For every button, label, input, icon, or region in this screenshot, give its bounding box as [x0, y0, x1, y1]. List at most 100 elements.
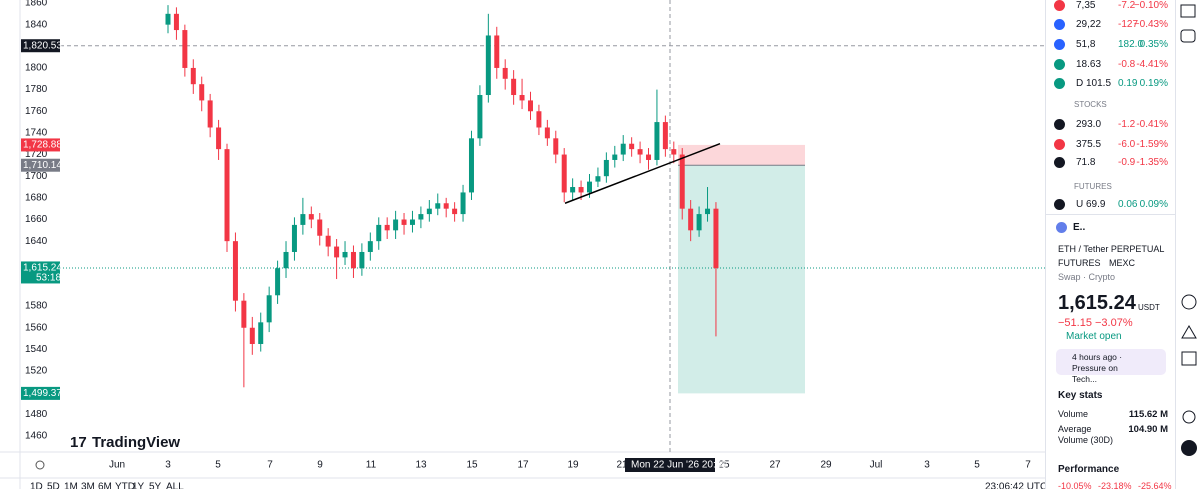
section: STOCKS [1074, 100, 1107, 109]
range-button[interactable]: 5Y [149, 482, 162, 489]
change: -0.9 [1118, 157, 1136, 168]
x-tick-label: 3 [924, 460, 930, 471]
brand: TradingView [92, 434, 180, 451]
range-button[interactable]: 5D [47, 482, 60, 489]
change-pct: −0.10% [1133, 0, 1168, 11]
range-button[interactable]: 3M [81, 482, 95, 489]
price: 29,22 [1076, 19, 1102, 30]
price: 375.5 [1076, 139, 1102, 150]
change-pct: 0.09% [1139, 199, 1168, 210]
y-tick-label: 1680 [25, 192, 48, 203]
candle-body [595, 176, 601, 182]
settings-icon[interactable] [35, 460, 45, 470]
x-tick-label: 25 [718, 460, 730, 471]
symbol-icon [1054, 0, 1065, 11]
candle-body [435, 203, 441, 209]
range-button[interactable]: YTD [115, 482, 135, 489]
candle-body [409, 219, 415, 225]
stat-value: 115.62 M [1128, 409, 1168, 420]
y-tick-label: 1740 [25, 128, 48, 139]
candle-body [207, 100, 213, 128]
icon[interactable] [1180, 29, 1196, 43]
candle-body [502, 67, 508, 79]
x-tick-label: 9 [317, 460, 323, 471]
detail-currency: USDT [1138, 303, 1160, 312]
candle-body [612, 154, 618, 160]
candle-body [637, 149, 643, 155]
price-badge-label: 1,820.53 [23, 40, 62, 51]
x-tick-label: 15 [466, 460, 478, 471]
candle-body [519, 95, 525, 101]
candle-body [620, 143, 626, 155]
candle-body [367, 241, 373, 252]
candle-body [426, 208, 432, 215]
icon[interactable] [1180, 4, 1196, 18]
change: -0.8 [1118, 59, 1136, 70]
candle-body [283, 251, 289, 269]
candle-body [477, 95, 483, 139]
y-tick-label: 1460 [25, 431, 48, 442]
candle-body [511, 78, 517, 96]
time-badge [625, 458, 715, 472]
candle-body [688, 208, 694, 231]
change-pct: -1.35% [1136, 157, 1168, 168]
change-pct: −0.43% [1133, 19, 1168, 30]
y-tick-label: 1580 [25, 301, 48, 312]
x-tick-label: 5 [974, 460, 980, 471]
candle-body [629, 143, 635, 150]
change-pct: -1.59% [1136, 139, 1168, 150]
candle-body [266, 295, 272, 323]
range-button[interactable]: 1Y [132, 482, 145, 489]
price-badge [21, 158, 60, 172]
section: FUTURES [1074, 182, 1112, 191]
candle-body [654, 122, 660, 160]
icon[interactable] [1181, 440, 1197, 456]
range-button[interactable]: ALL [166, 482, 184, 489]
range-button[interactable]: 1D [30, 482, 43, 489]
icon[interactable] [1181, 325, 1197, 339]
change-pct: -0.41% [1136, 119, 1168, 130]
candle-body [527, 100, 533, 112]
stat-value: 104.90 M [1128, 424, 1168, 435]
candle-body [308, 214, 314, 220]
chart: TradingView 17 1860184018001780176017401… [0, 0, 1045, 489]
x-tick-label: 27 [769, 460, 781, 471]
perf-cell: -25.64% [1138, 481, 1172, 491]
symbol-icon [1054, 59, 1065, 70]
candle-body [258, 322, 264, 344]
candle-body [561, 154, 567, 193]
price-badge-label: 1,615.24 [23, 263, 62, 274]
icon[interactable] [1182, 410, 1196, 424]
y-tick-label: 1660 [25, 214, 48, 225]
candle-body [182, 30, 188, 68]
candle-body [705, 208, 711, 215]
change: -127 [1118, 19, 1139, 30]
change: 0.19 [1118, 78, 1138, 89]
rail-icons [1180, 4, 1197, 456]
candle-body [671, 149, 677, 155]
candle-body [587, 181, 592, 193]
y-tick-label: 1540 [25, 344, 48, 355]
y-tick-label: 1640 [25, 236, 48, 247]
x-tick-label: 3 [165, 460, 171, 471]
range-button[interactable]: 1M [64, 482, 78, 489]
price-badge [21, 138, 60, 152]
candle-body [536, 111, 542, 128]
candle-body [662, 122, 668, 150]
y-tick-label: 1520 [25, 366, 48, 377]
candle-body [317, 219, 323, 236]
brand-logo: 17 [70, 434, 87, 451]
candle-body [224, 149, 230, 242]
y-tick-label: 1760 [25, 106, 48, 117]
candle-body [325, 235, 331, 247]
icon[interactable] [1181, 351, 1197, 366]
change-pct: 0.19% [1139, 78, 1168, 89]
change: 0.06 [1118, 199, 1138, 210]
news-box [1056, 349, 1166, 375]
candle-body [384, 224, 390, 231]
range-button[interactable]: 6M [98, 482, 112, 489]
detail-name: ETH / Tether PERPETUAL [1058, 244, 1165, 254]
price: U 69.9 [1076, 199, 1106, 210]
icon[interactable] [1181, 294, 1197, 310]
x-tick-label: 11 [366, 460, 377, 471]
